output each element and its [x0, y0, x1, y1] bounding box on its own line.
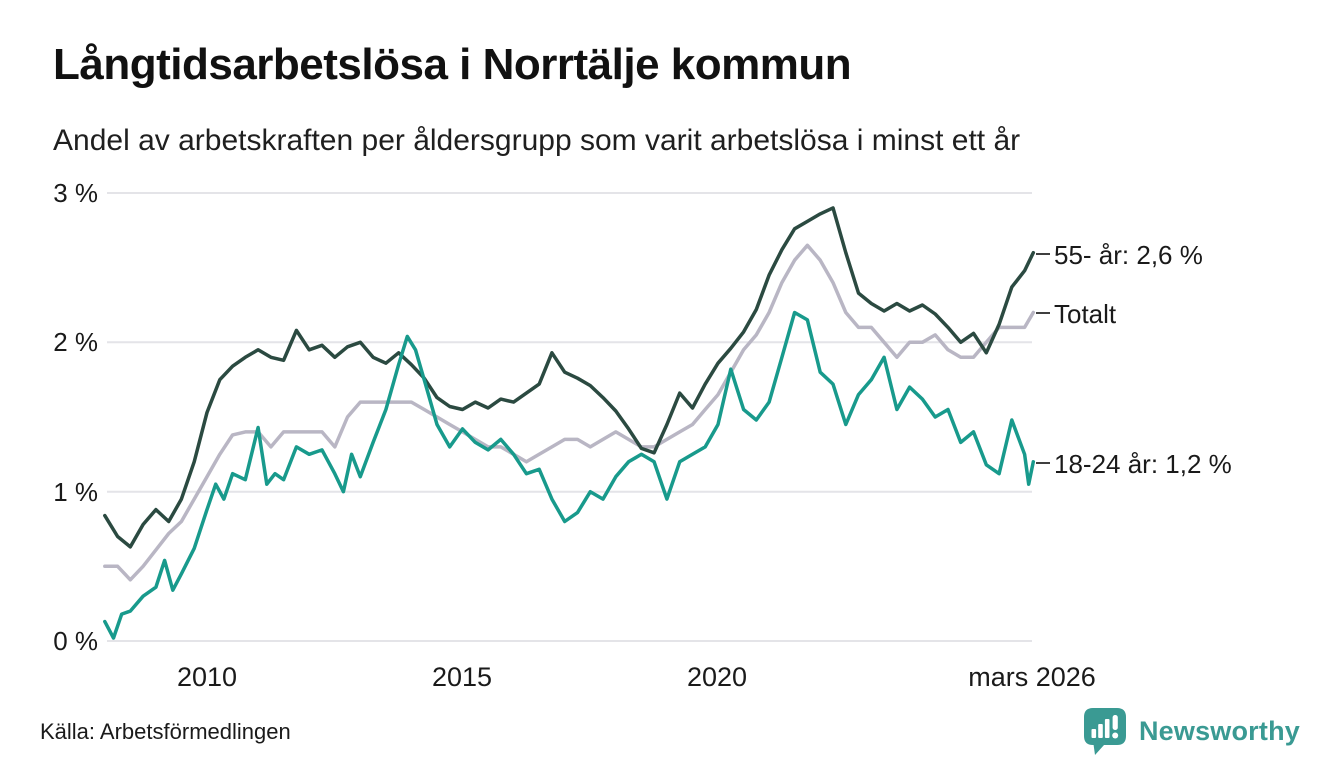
- newsworthy-brand-link[interactable]: Newsworthy: [1081, 706, 1300, 756]
- line-18-24: [103, 310, 1036, 640]
- series-label-18-24: 18-24 år: 1,2 %: [1054, 449, 1232, 479]
- newsworthy-logo-icon: [1081, 706, 1129, 756]
- series-label-55: 55- år: 2,6 %: [1054, 240, 1203, 270]
- y-tick-0pct: 0 %: [53, 626, 98, 656]
- x-tick-2020: 2020: [686, 662, 748, 692]
- series-lines: [103, 206, 1036, 640]
- series-label-totalt: Totalt: [1054, 299, 1117, 329]
- line-totalt: [103, 243, 1036, 582]
- x-tick-mars-2026: mars 2026: [968, 662, 1096, 692]
- page-subtitle: Andel av arbetskraften per åldersgrupp s…: [53, 124, 1021, 157]
- page-title: Långtidsarbetslösa i Norrtälje kommun: [53, 40, 852, 89]
- x-tick-2010: 2010: [176, 662, 238, 692]
- y-tick-2pct: 2 %: [53, 327, 98, 357]
- y-tick-1pct: 1 %: [53, 477, 98, 507]
- x-tick-2015: 2015: [431, 662, 493, 692]
- newsworthy-brand-name: Newsworthy: [1138, 715, 1300, 746]
- y-tick-3pct: 3 %: [53, 178, 98, 208]
- line-55: [103, 206, 1036, 549]
- source-note: Källa: Arbetsförmedlingen: [40, 719, 291, 744]
